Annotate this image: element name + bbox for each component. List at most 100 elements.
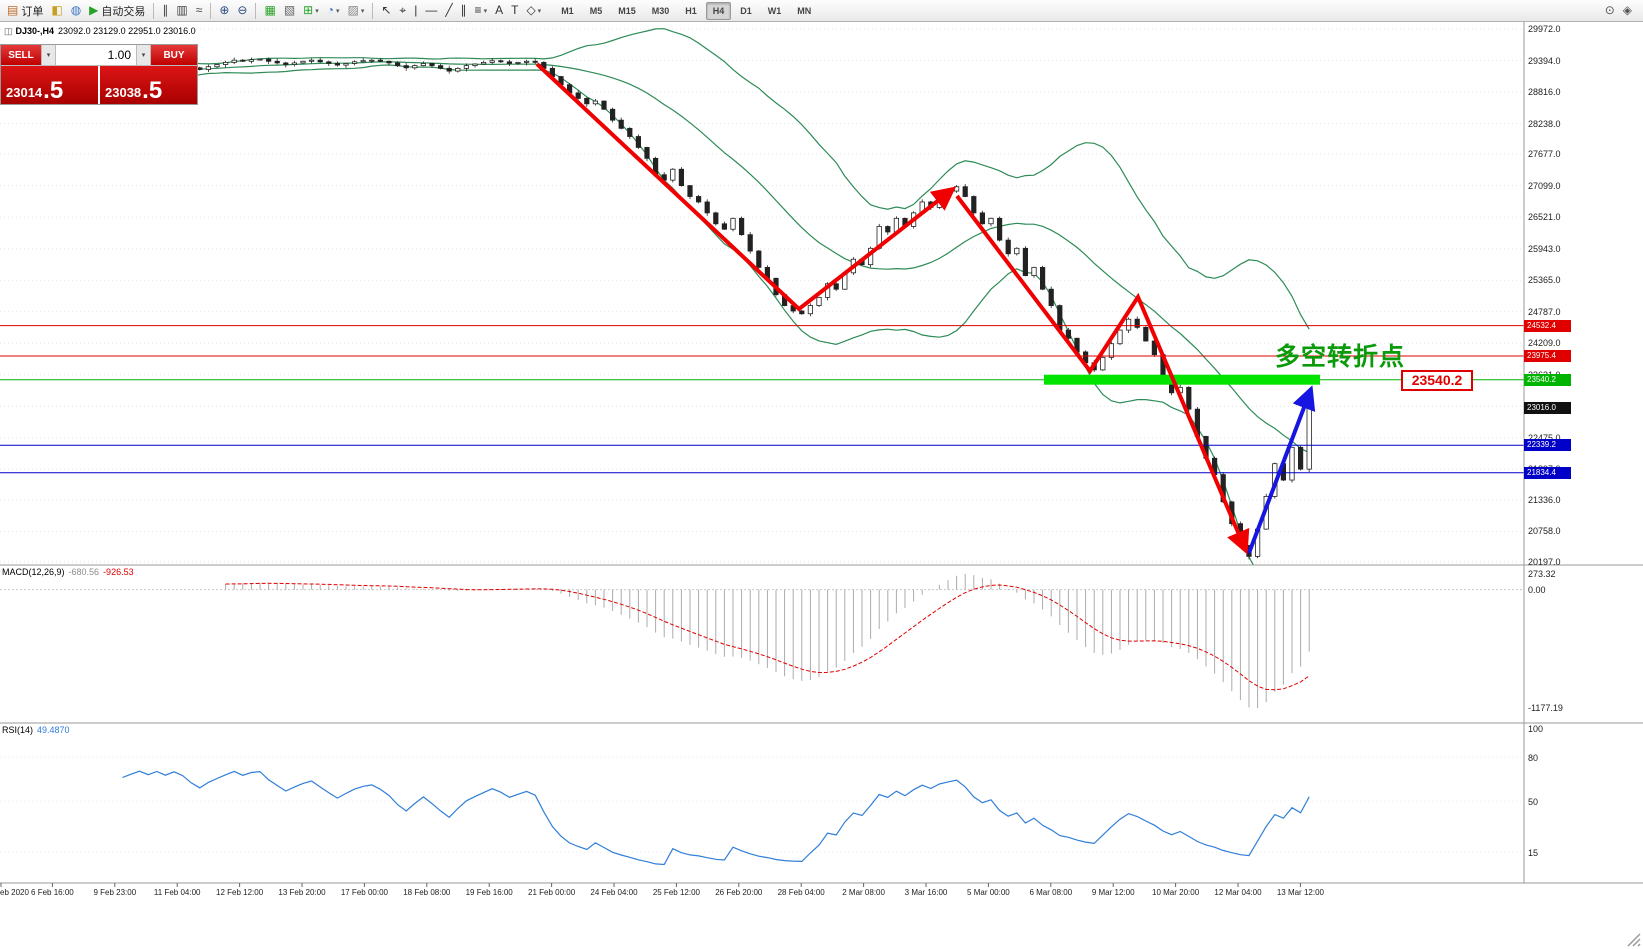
timeframe-group: M1 M5 M15 M30 H1 H4 D1 W1 MN (553, 1, 819, 20)
fibonacci-icon[interactable]: ≡ ▾ (472, 1, 491, 20)
indicators-icon-dropdown[interactable]: ▾ (315, 7, 319, 15)
buy-price-box[interactable]: 23038.5 (100, 66, 197, 104)
shapes-icon[interactable]: ◇ ▾ (523, 1, 544, 20)
macd-indicator-label: MACD(12,26,9) -680.56 -926.53 (2, 567, 134, 577)
macd-signal-value: -926.53 (103, 567, 134, 577)
horizontal-line-icon-glyph: — (425, 3, 438, 17)
zoom-in-icon-glyph: ⊕ (219, 3, 230, 17)
sound-icon-glyph: ◍ (70, 3, 82, 17)
templates-icon-dropdown[interactable]: ▾ (360, 7, 365, 15)
chart-window-icon: ◫ (4, 26, 13, 36)
fibonacci-icon-dropdown[interactable]: ▾ (483, 7, 488, 15)
new-order-button[interactable]: ▤ 订单 (4, 1, 46, 20)
search-icon-glyph: ⊙ (1604, 3, 1615, 17)
cursor-icon-glyph: ↖ (381, 3, 392, 17)
trade-panel-prices: 23014.5 23038.5 (1, 66, 197, 104)
templates-icon[interactable]: ▨ ▾ (345, 1, 368, 20)
chart-eraser-icon-glyph: ◧ (51, 3, 63, 17)
support-zone-band[interactable] (1044, 374, 1320, 385)
vertical-line-icon[interactable]: | (411, 1, 420, 20)
timeframe-mn-button[interactable]: MN (797, 5, 812, 16)
buy-price-pips: .5 (142, 76, 163, 104)
line-chart-type-icon[interactable]: ≈ (193, 1, 206, 20)
equidistant-channel-icon-glyph: ∥ (460, 3, 467, 17)
timeframe-h1-button[interactable]: H1 (685, 5, 697, 16)
toolbar-separator (153, 2, 155, 19)
timeframe-m5-button[interactable]: M5 (589, 5, 603, 16)
pan-icon[interactable]: ◈ (1620, 1, 1635, 20)
autotrade-glyph: ▶ (89, 3, 99, 17)
line-chart-type-icon-glyph: ≈ (195, 3, 203, 17)
candlestick-chart-type-icon[interactable]: ▥ (173, 1, 190, 20)
shapes-icon-glyph: ◇ (526, 3, 536, 17)
search-icon[interactable]: ⊙ (1602, 1, 1618, 20)
zoom-out-icon[interactable]: ⊖ (234, 1, 250, 20)
macd-main-value: -680.56 (68, 567, 100, 577)
trend-arrow[interactable] (535, 62, 957, 312)
text-label-icon[interactable]: T (508, 1, 521, 20)
candles (0, 57, 1312, 560)
periods-icon[interactable]: ◔ ▾ (324, 1, 343, 20)
sound-icon[interactable]: ◍ (68, 1, 84, 20)
timeframe-d1-button[interactable]: D1 (740, 5, 752, 16)
bars-chart-type-icon[interactable]: ∥ (159, 1, 171, 20)
autotrade-button[interactable]: ▶ 自动交易 (86, 1, 148, 20)
support-price-callout: 23540.2 (1401, 370, 1473, 391)
sell-price-pips: .5 (43, 76, 64, 104)
chart-symbol-period: DJ30-,H4 (15, 26, 55, 36)
volume-input[interactable] (56, 45, 136, 65)
rsi-pane (0, 756, 1524, 866)
indicators-icon[interactable]: ⊞ ▾ (300, 1, 322, 20)
buy-button[interactable]: BUY (151, 45, 197, 65)
auto-arrange-icon-glyph: ▧ (283, 3, 296, 17)
tile-windows-icon[interactable]: ▦ (261, 1, 278, 20)
timeframe-w1-button[interactable]: W1 (767, 5, 782, 16)
shapes-icon-dropdown[interactable]: ▾ (537, 7, 542, 15)
text-icon[interactable]: A (492, 1, 506, 20)
chart-title: ◫ DJ30-,H4 23092.0 23129.0 22951.0 23016.0 (4, 26, 196, 37)
toolbar-left-group: ▤ 订单 ◧ ◍ ▶ 自动交易 ∥ ▥ ≈ ⊕ ⊖ ▦ ▧ ⊞ ▾ ◔ ▾ ▨ ▾ ↖ ⌖ | — ╱ ∥ ≡ ▾ A T ◇ ▾ (3, 1, 545, 20)
bars-chart-type-icon-glyph: ∥ (162, 3, 169, 17)
text-label-icon-glyph: T (511, 3, 519, 17)
bollinger-bands (165, 28, 1310, 565)
sell-button[interactable]: SELL (1, 45, 41, 65)
buy-price-main: 23038 (105, 84, 142, 100)
sell-options-dropdown[interactable]: ▾ (41, 45, 56, 65)
zoom-in-icon[interactable]: ⊕ (216, 1, 232, 20)
trendline-icon-glyph: ╱ (445, 3, 453, 17)
periods-icon-dropdown[interactable]: ▾ (335, 7, 340, 15)
toolbar-separator (210, 2, 212, 19)
trend-arrow[interactable] (1247, 385, 1316, 554)
trendline-icon[interactable]: ╱ (442, 1, 455, 20)
crosshair-icon[interactable]: ⌖ (396, 1, 409, 20)
toolbar-right-group: ⊙ ◈ (1601, 1, 1636, 20)
new-order-glyph: ▤ (7, 3, 19, 17)
candlestick-chart-type-icon-glyph: ▥ (176, 3, 188, 17)
timeframe-m30-button[interactable]: M30 (651, 5, 670, 16)
timeframe-h4-button[interactable]: H4 (705, 1, 732, 20)
sell-price-box[interactable]: 23014.5 (1, 66, 98, 104)
main-grid (0, 28, 1524, 563)
chart-eraser-icon[interactable]: ◧ (48, 1, 65, 20)
timeframe-m1-button[interactable]: M1 (561, 5, 574, 16)
timeframe-m15-button[interactable]: M15 (618, 5, 636, 16)
rsi-name: RSI(14) (2, 725, 34, 735)
toolbar: ▤ 订单 ◧ ◍ ▶ 自动交易 ∥ ▥ ≈ ⊕ ⊖ ▦ ▧ ⊞ ▾ ◔ ▾ ▨ ▾ ↖ ⌖ | — ╱ ∥ ≡ ▾ A T ◇ ▾ M1 M5… (0, 0, 1643, 22)
auto-arrange-icon[interactable]: ▧ (281, 1, 298, 20)
sell-price-main: 23014 (6, 84, 43, 100)
equidistant-channel-icon[interactable]: ∥ (458, 1, 470, 20)
turning-point-annotation: 多空转折点 (1275, 343, 1406, 371)
rsi-indicator-label: RSI(14) 49.4870 (2, 725, 70, 735)
autotrade-button-label: 自动交易 (101, 5, 146, 18)
cursor-icon[interactable]: ↖ (378, 1, 394, 20)
pan-icon-glyph: ◈ (1622, 3, 1632, 17)
fibonacci-icon-glyph: ≡ (474, 3, 482, 17)
horizontal-line-icon[interactable]: — (422, 1, 440, 20)
toolbar-separator (372, 2, 374, 19)
macd-name: MACD(12,26,9) (2, 567, 65, 577)
trade-panel-controls: SELL ▾ ▾ BUY (1, 45, 197, 66)
trend-arrow[interactable] (955, 194, 1250, 555)
volume-dropdown[interactable]: ▾ (136, 45, 151, 65)
chart-ohlc-values: 23092.0 23129.0 22951.0 23016.0 (58, 26, 196, 36)
